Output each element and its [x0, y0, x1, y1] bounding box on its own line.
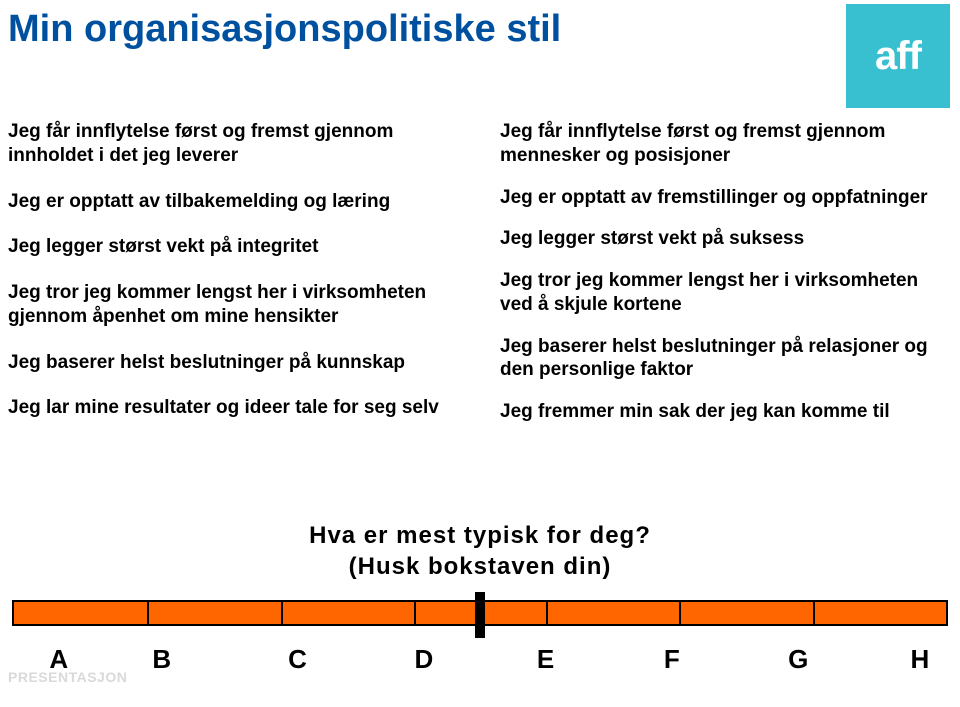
prompt-line-2: (Husk bokstaven din)	[349, 553, 612, 580]
right-statement: Jeg er opptatt av fremstillinger og oppf…	[500, 186, 952, 210]
left-column: Jeg får innflytelse først og fremst gjen…	[8, 120, 460, 442]
right-statement: Jeg tror jeg kommer lengst her i virksom…	[500, 269, 952, 317]
scale-label: E	[537, 644, 554, 675]
scale-tick	[414, 600, 416, 626]
left-statement: Jeg lar mine resultater og ideer tale fo…	[8, 396, 460, 420]
scale-bar	[12, 600, 948, 626]
right-column: Jeg får innflytelse først og fremst gjen…	[500, 120, 952, 442]
scale-tick	[813, 600, 815, 626]
right-statement: Jeg legger størst vekt på suksess	[500, 227, 952, 251]
logo-text: aff	[875, 34, 921, 79]
aff-logo: aff	[846, 4, 950, 108]
prompt-text: Hva er mest typisk for deg? (Husk boksta…	[0, 520, 960, 582]
center-marker	[475, 592, 485, 638]
scale-tick	[679, 600, 681, 626]
scale-tick	[546, 600, 548, 626]
left-statement: Jeg tror jeg kommer lengst her i virksom…	[8, 281, 460, 329]
page-title: Min organisasjonspolitiske stil	[8, 8, 561, 51]
left-statement: Jeg legger størst vekt på integritet	[8, 235, 460, 259]
right-statement: Jeg fremmer min sak der jeg kan komme ti…	[500, 400, 952, 424]
statement-columns: Jeg får innflytelse først og fremst gjen…	[8, 120, 952, 442]
scale-label: F	[664, 644, 680, 675]
left-statement: Jeg får innflytelse først og fremst gjen…	[8, 120, 460, 168]
scale-label: B	[152, 644, 171, 675]
scale-region: ABCDEFGH	[12, 600, 948, 674]
scale-tick	[147, 600, 149, 626]
scale-tick	[281, 600, 283, 626]
scale-label: H	[911, 644, 930, 675]
scale-labels: ABCDEFGH	[12, 644, 948, 674]
left-statement: Jeg er opptatt av tilbakemelding og læri…	[8, 190, 460, 214]
right-statement: Jeg får innflytelse først og fremst gjen…	[500, 120, 952, 168]
scale-label: G	[788, 644, 808, 675]
right-statement: Jeg baserer helst beslutninger på relasj…	[500, 335, 952, 383]
left-statement: Jeg baserer helst beslutninger på kunnsk…	[8, 351, 460, 375]
scale-label: D	[414, 644, 433, 675]
prompt-line-1: Hva er mest typisk for deg?	[309, 522, 651, 549]
watermark: PRESENTASJON	[8, 669, 127, 685]
scale-label: C	[288, 644, 307, 675]
